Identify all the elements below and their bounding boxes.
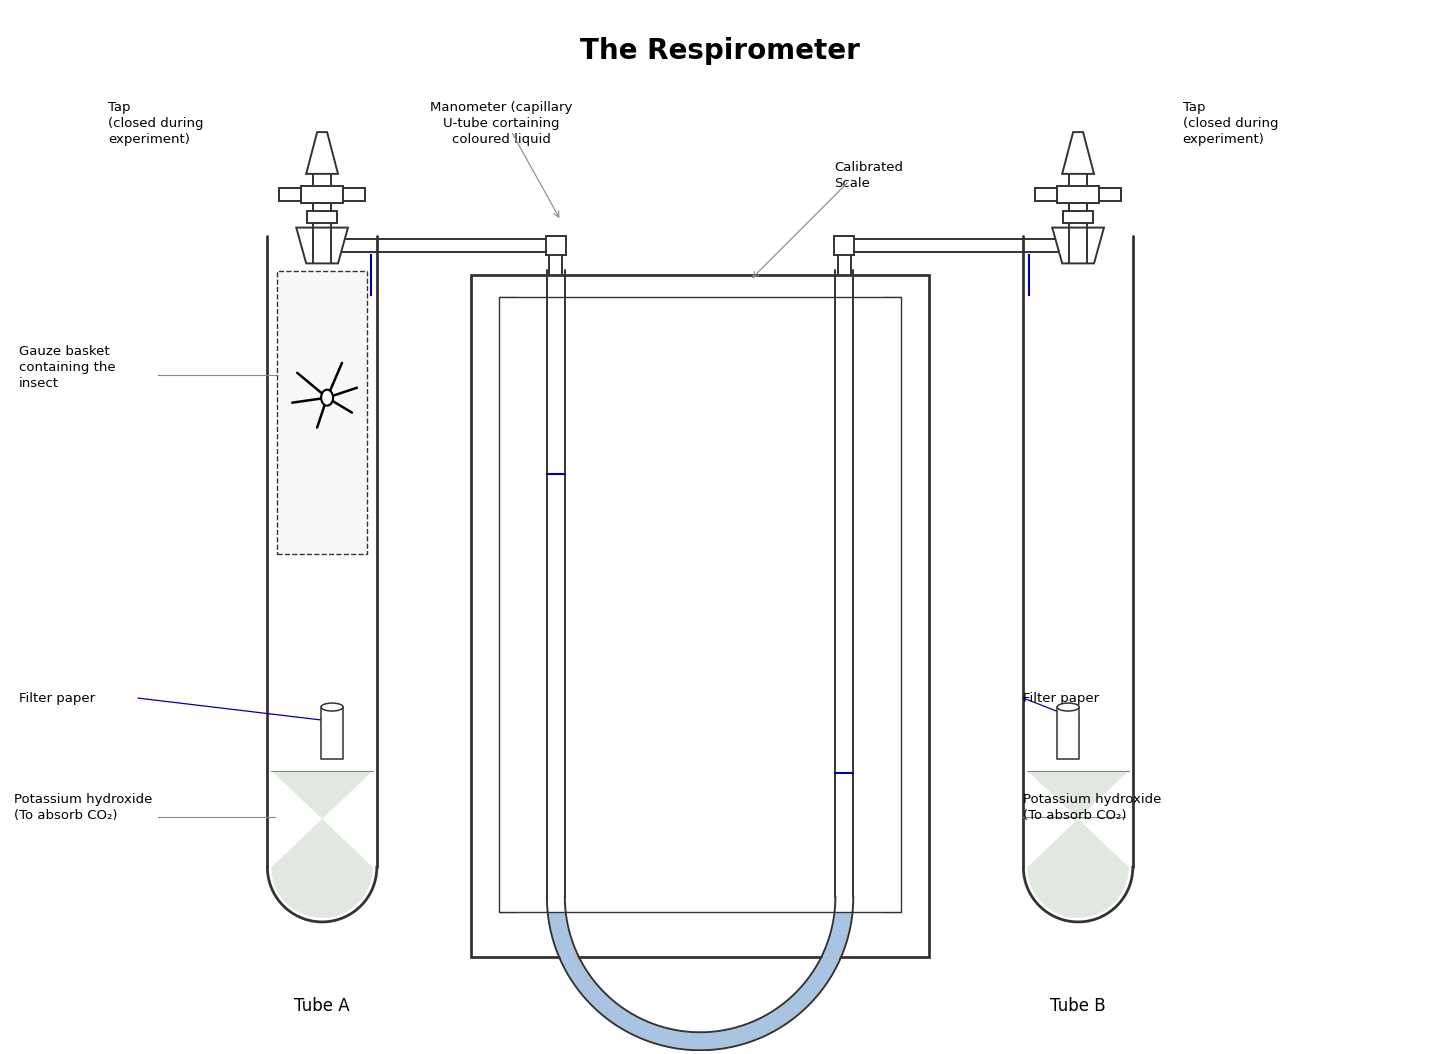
Bar — [1035, 188, 1057, 200]
Ellipse shape — [1057, 703, 1079, 711]
Polygon shape — [297, 228, 348, 264]
Ellipse shape — [321, 390, 333, 406]
Bar — [343, 188, 364, 200]
Text: Tube A: Tube A — [294, 997, 350, 1015]
Text: Tube B: Tube B — [1050, 997, 1106, 1015]
Polygon shape — [547, 897, 852, 1049]
Text: Tap
(closed during
experiment): Tap (closed during experiment) — [1182, 101, 1279, 147]
Bar — [321, 707, 343, 759]
Text: Tap
(closed during
experiment): Tap (closed during experiment) — [108, 101, 203, 147]
Text: Potassium hydroxide
(To absorb CO₂): Potassium hydroxide (To absorb CO₂) — [14, 793, 153, 821]
Bar — [307, 211, 337, 222]
Bar — [1057, 707, 1079, 759]
Polygon shape — [837, 773, 852, 897]
Bar — [279, 188, 301, 200]
Text: Gauze basket
containing the
insect: Gauze basket containing the insect — [19, 345, 115, 390]
Text: The Respirometer: The Respirometer — [580, 37, 860, 64]
Bar — [471, 275, 929, 957]
Polygon shape — [271, 770, 373, 918]
Polygon shape — [1053, 228, 1104, 264]
Polygon shape — [1063, 132, 1094, 174]
Text: Filter paper: Filter paper — [1024, 691, 1100, 704]
Text: Filter paper: Filter paper — [19, 691, 95, 704]
Text: Potassium hydroxide
(To absorb CO₂): Potassium hydroxide (To absorb CO₂) — [1024, 793, 1162, 821]
Polygon shape — [547, 474, 564, 897]
Bar — [1057, 186, 1099, 202]
Bar — [500, 297, 901, 912]
Polygon shape — [278, 271, 367, 553]
Bar — [1099, 188, 1120, 200]
Polygon shape — [1027, 770, 1129, 918]
Bar — [834, 235, 854, 255]
Bar — [301, 186, 343, 202]
Bar — [546, 235, 566, 255]
Text: Calibrated
Scale: Calibrated Scale — [834, 161, 903, 190]
Text: Manometer (capillary
U-tube cortaining
coloured liquid: Manometer (capillary U-tube cortaining c… — [431, 101, 572, 147]
Polygon shape — [307, 132, 338, 174]
Ellipse shape — [321, 703, 343, 711]
Bar — [1063, 211, 1093, 222]
